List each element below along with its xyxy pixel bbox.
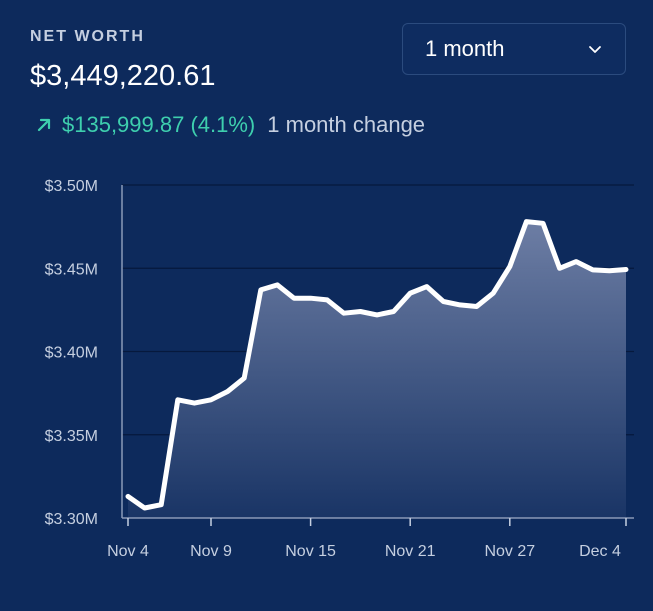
- change-row: $135,999.87 (4.1%) 1 month change: [32, 112, 425, 138]
- y-tick-label: $3.35M: [45, 428, 98, 445]
- change-amount: $135,999.87 (4.1%): [62, 112, 256, 137]
- net-worth-line: [125, 219, 629, 511]
- arrow-up-right-icon: [37, 118, 51, 132]
- y-tick-label: $3.45M: [45, 261, 98, 278]
- x-tick-label: Nov 21: [385, 543, 436, 560]
- time-range-select[interactable]: 1 month: [402, 23, 626, 75]
- y-tick-label: $3.40M: [45, 345, 98, 362]
- x-tick-label: Nov 15: [285, 543, 336, 560]
- y-tick-label: $3.30M: [45, 511, 98, 528]
- net-worth-area: [128, 221, 626, 518]
- chevron-down-icon: [589, 46, 601, 53]
- x-tick-label: Nov 4: [107, 543, 149, 560]
- x-tick-label: Dec 4: [579, 543, 621, 560]
- x-tick-label: Nov 27: [484, 543, 535, 560]
- change-period-label: 1 month change: [267, 112, 426, 137]
- y-tick-label: $3.50M: [45, 178, 98, 195]
- net-worth-label: NET WORTH: [30, 28, 145, 45]
- net-worth-value: $3,449,220.61: [30, 60, 216, 92]
- x-tick-label: Nov 9: [190, 543, 232, 560]
- time-range-selected-value: 1 month: [425, 36, 505, 61]
